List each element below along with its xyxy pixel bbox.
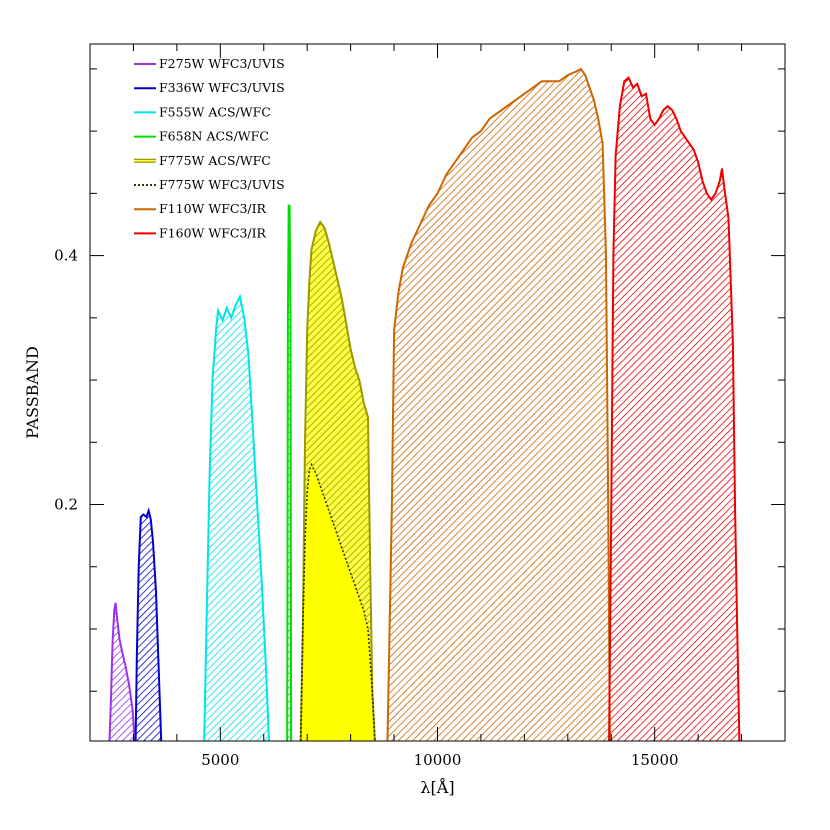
x-tick-label: 5000 (201, 751, 239, 769)
series-line-f336w-wfc3-uvis (134, 507, 163, 742)
series-fill-f110w-wfc3-ir (387, 68, 610, 741)
legend-label: F275W WFC3/UVIS (159, 56, 285, 71)
legend-label: F775W WFC3/UVIS (159, 177, 285, 192)
legend-item: F336W WFC3/UVIS (134, 80, 285, 95)
series-line-f775w-acs-wfc (299, 220, 376, 742)
series-fill-f336w-wfc3-uvis (135, 510, 162, 741)
series-line-f275w-wfc3-uvis (108, 602, 136, 742)
series-lines (108, 67, 741, 742)
series-fills (109, 68, 740, 742)
legend-item: F110W WFC3/IR (134, 201, 267, 216)
legend-label: F658N ACS/WFC (159, 129, 269, 144)
legend-item: F275W WFC3/UVIS (134, 56, 285, 71)
legend-label: F110W WFC3/IR (159, 201, 267, 216)
series-line-f775w-wfc3-uvis (299, 462, 376, 742)
legend-item: F658N ACS/WFC (134, 129, 269, 144)
legend-item: F775W ACS/WFC (134, 153, 271, 168)
series-line-f555w-acs-wfc (203, 293, 270, 742)
axis-ticks: 5000 10000 15000 0.2 0.4 (54, 44, 786, 769)
series-fill-f275w-wfc3-uvis (109, 602, 135, 741)
x-tick-label: 10000 (414, 751, 462, 769)
legend-item: F555W ACS/WFC (134, 104, 271, 119)
x-tick-label: 15000 (631, 751, 679, 769)
series-line-f160w-wfc3-ir (608, 75, 741, 742)
legend-label: F160W WFC3/IR (159, 225, 267, 240)
y-tick-label: 0.2 (54, 496, 78, 514)
series-line-f110w-wfc3-ir (386, 67, 611, 742)
series-fill-f775w-wfc3-uvis (300, 464, 375, 741)
series-fill-f555w-acs-wfc (204, 296, 269, 741)
legend-label: F336W WFC3/UVIS (159, 80, 285, 95)
legend: F275W WFC3/UVIS F336W WFC3/UVIS F555W ACS/… (134, 56, 285, 240)
series-fill-f160w-wfc3-ir (609, 77, 740, 742)
y-tick-label: 0.4 (54, 247, 78, 265)
legend-label: F555W ACS/WFC (159, 104, 271, 119)
series-line-f658n-acs-wfc (286, 204, 293, 742)
legend-item: F775W WFC3/UVIS (134, 177, 285, 192)
y-axis-label: PASSBAND (23, 346, 42, 439)
legend-label: F775W ACS/WFC (159, 153, 271, 168)
legend-item: F160W WFC3/IR (134, 225, 267, 240)
x-axis-label: λ[Å] (420, 777, 454, 797)
